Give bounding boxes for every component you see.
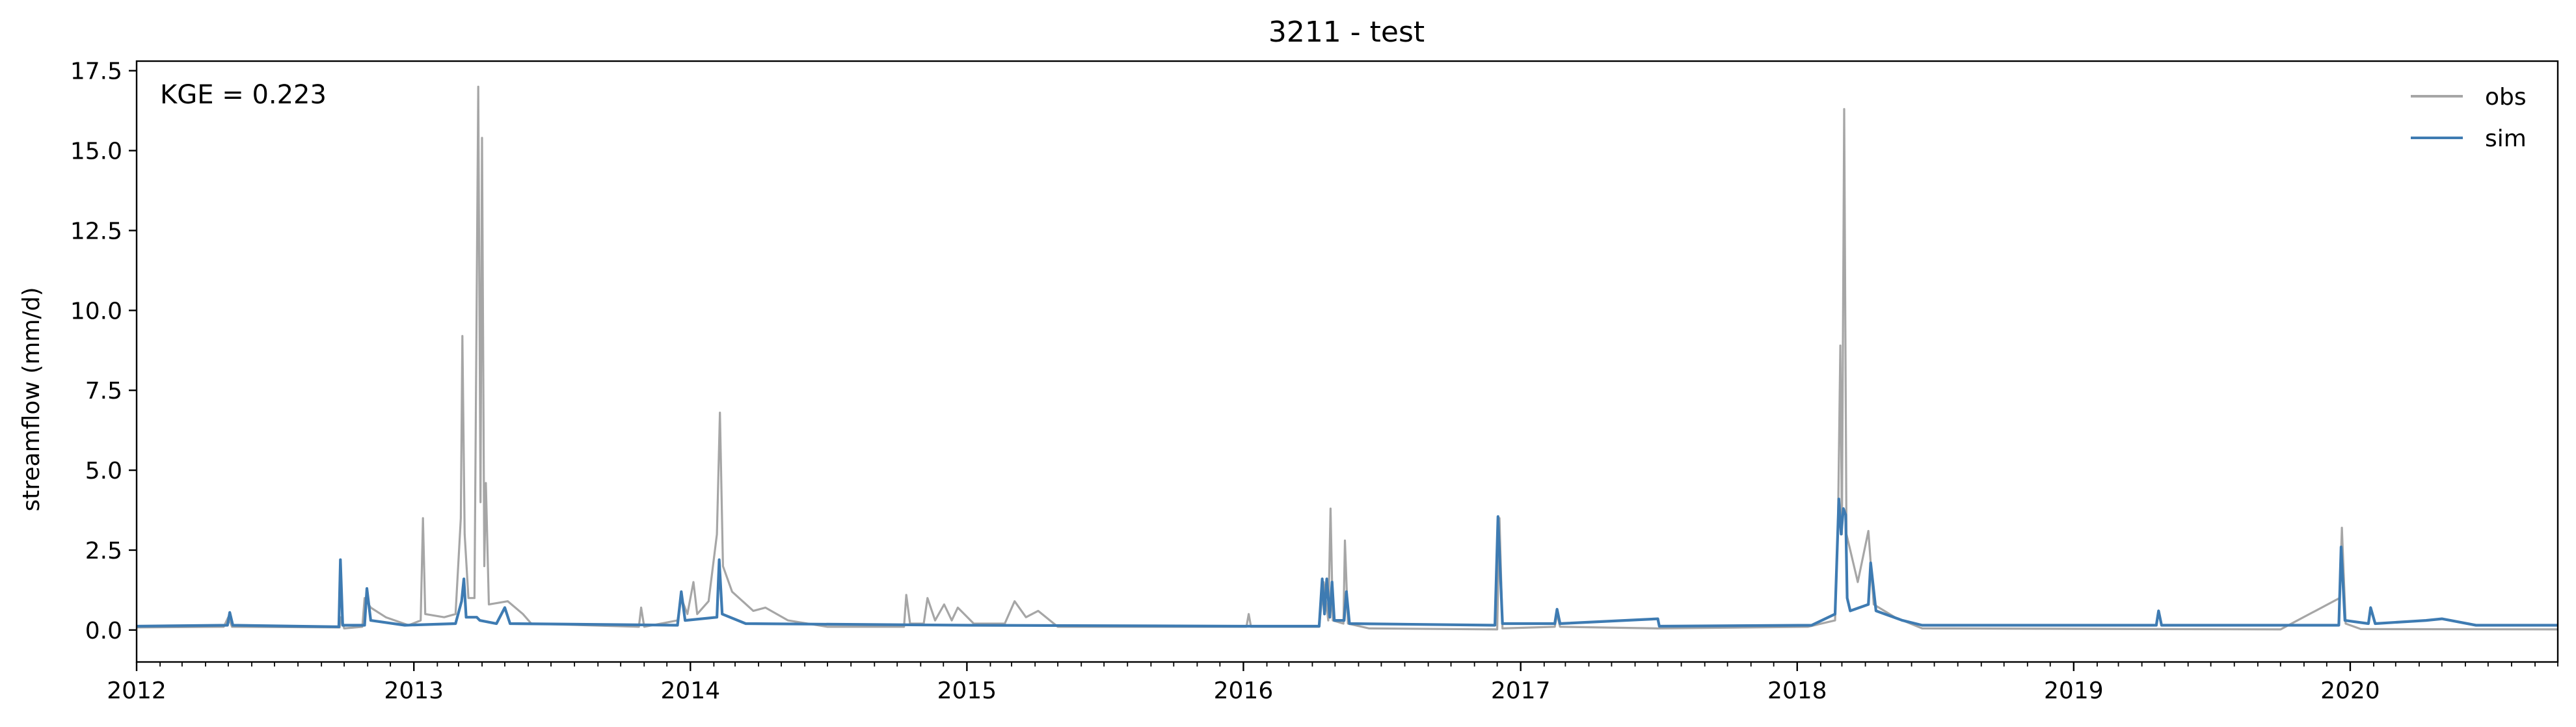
x-tick-label: 2019	[2044, 678, 2104, 704]
plot-area	[135, 60, 2559, 663]
y-tick-label: 12.5	[70, 218, 122, 245]
y-tick-label: 15.0	[70, 139, 122, 165]
y-tick-label: 10.0	[70, 298, 122, 324]
plot-frame	[135, 60, 2559, 663]
y-tick-label: 7.5	[85, 378, 122, 404]
y-tick-label: 0.0	[85, 618, 122, 644]
x-tick-label: 2016	[1214, 678, 1274, 704]
kge-annotation: KGE = 0.223	[160, 80, 327, 110]
series-line-sim	[137, 497, 2558, 628]
legend: obs sim	[2411, 84, 2527, 152]
y-tick-label: 5.0	[85, 458, 122, 484]
x-tick-label: 2012	[107, 678, 167, 704]
y-axis: 0.0 2.5 5.0 7.5 10.0 12.5 15.0 17.5	[70, 59, 137, 644]
x-tick-label: 2014	[660, 678, 720, 704]
y-tick-label: 17.5	[70, 59, 122, 85]
x-axis: 2012 2013 2014 2015 2016 2017 2018 2019 2020	[107, 662, 2558, 704]
legend-obs-label: obs	[2485, 84, 2527, 111]
x-tick-label: 2020	[2320, 678, 2380, 704]
x-tick-label: 2013	[384, 678, 444, 704]
series-line-obs	[137, 85, 2558, 631]
chart-title: 3211 - test	[1268, 16, 1425, 49]
x-tick-label: 2017	[1491, 678, 1551, 704]
x-tick-label: 2018	[1767, 678, 1827, 704]
y-axis-label: streamflow (mm/d)	[18, 287, 45, 512]
x-tick-label: 2015	[937, 678, 997, 704]
y-tick-label: 2.5	[85, 538, 122, 564]
legend-sim-label: sim	[2485, 126, 2527, 152]
